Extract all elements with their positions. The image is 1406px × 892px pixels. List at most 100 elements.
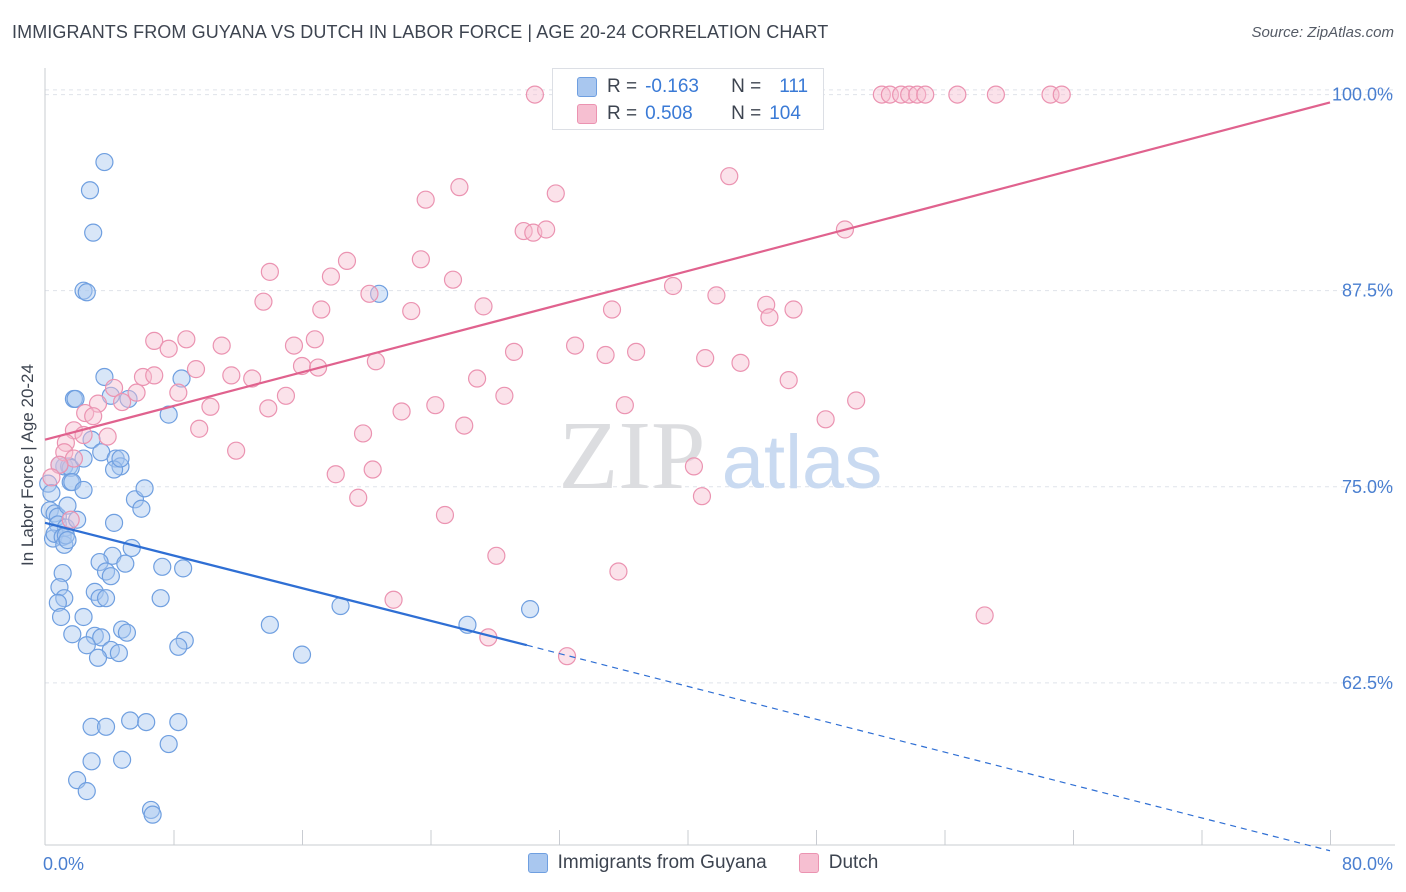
legend-row-guyana: R = -0.163 N = 111 bbox=[553, 74, 808, 100]
legend-row-dutch: R = 0.508 N = 104 bbox=[553, 101, 801, 127]
dutch-point bbox=[384, 590, 403, 609]
guyana-point bbox=[109, 643, 128, 663]
guyana-point bbox=[58, 531, 77, 550]
guyana-point bbox=[96, 717, 116, 736]
dutch-point bbox=[84, 407, 103, 426]
legend-r-label: R = bbox=[607, 76, 638, 97]
guyana-point bbox=[77, 636, 96, 655]
dutch-point bbox=[104, 378, 124, 398]
series-legend: Immigrants from Guyana Dutch bbox=[0, 852, 1406, 874]
dutch-point bbox=[186, 360, 206, 379]
watermark: ZIP atlas bbox=[559, 402, 883, 510]
dutch-point bbox=[259, 399, 278, 418]
axes bbox=[44, 68, 1395, 846]
dutch-point bbox=[546, 184, 565, 203]
guyana-point bbox=[116, 554, 135, 573]
legend-r-value-guyana: -0.163 bbox=[645, 76, 699, 97]
guyana-point bbox=[50, 578, 69, 597]
guyana-point bbox=[96, 589, 116, 608]
guyana-point bbox=[121, 711, 140, 730]
dutch-point bbox=[495, 386, 514, 405]
trend-lines bbox=[44, 101, 1331, 852]
guyana-point bbox=[51, 607, 71, 627]
dutch-point bbox=[692, 487, 712, 506]
guyana-point bbox=[42, 483, 61, 503]
guyana-point bbox=[112, 750, 132, 769]
guyana-point bbox=[82, 752, 101, 771]
y-tick-label: 62.5% bbox=[1342, 673, 1393, 693]
guyana-point bbox=[169, 637, 188, 656]
dutch-point bbox=[212, 336, 231, 355]
dutch-point bbox=[243, 369, 262, 388]
dutch-point bbox=[276, 386, 296, 405]
dutch-point bbox=[847, 391, 866, 410]
dutch-point bbox=[557, 647, 577, 666]
guyana-point bbox=[90, 552, 109, 572]
dutch-point bbox=[201, 397, 220, 416]
dutch-point bbox=[975, 606, 994, 625]
dutch-point bbox=[760, 308, 779, 327]
dutch-point bbox=[525, 85, 545, 104]
legend-swatch-guyana bbox=[577, 77, 597, 97]
dutch-point bbox=[159, 339, 178, 358]
guyana-point bbox=[77, 782, 96, 801]
dutch-point bbox=[353, 424, 373, 443]
guyana-point bbox=[111, 449, 130, 468]
dutch-point bbox=[779, 371, 798, 390]
source-credit: Source: ZipAtlas.com bbox=[1251, 24, 1394, 41]
dutch-point bbox=[169, 383, 188, 402]
dutch-point bbox=[222, 366, 241, 385]
dutch-point bbox=[474, 297, 493, 316]
dutch-point bbox=[349, 488, 368, 507]
guyana-trend-line bbox=[44, 521, 528, 647]
legend-swatch-dutch bbox=[577, 104, 597, 124]
guyana-point bbox=[77, 283, 96, 302]
guyana-point bbox=[74, 449, 93, 468]
guyana-point bbox=[174, 559, 193, 578]
y-tick-label: 100.0% bbox=[1332, 85, 1393, 105]
dutch-point bbox=[360, 284, 379, 303]
dutch-point bbox=[435, 505, 455, 525]
x-tick-label: 0.0% bbox=[43, 854, 84, 874]
dutch-point bbox=[190, 419, 209, 438]
legend-item-dutch[interactable]: Dutch bbox=[798, 852, 878, 874]
guyana-point bbox=[66, 389, 85, 409]
dutch-point bbox=[450, 178, 469, 197]
dutch-point bbox=[504, 342, 524, 361]
watermark-atlas: atlas bbox=[722, 420, 883, 505]
legend-n-label: N = bbox=[731, 103, 762, 124]
legend-item-guyana[interactable]: Immigrants from Guyana bbox=[527, 852, 767, 874]
dutch-point bbox=[321, 267, 341, 286]
guyana-point bbox=[169, 712, 188, 732]
guyana-point bbox=[80, 181, 100, 200]
dutch-point bbox=[337, 251, 357, 270]
legend-swatch-dutch bbox=[798, 853, 819, 873]
dutch-point bbox=[816, 410, 835, 429]
dutch-point bbox=[537, 220, 556, 239]
dutch-point bbox=[684, 457, 704, 476]
dutch-point bbox=[61, 510, 80, 529]
dutch-point bbox=[615, 396, 634, 415]
guyana-point bbox=[68, 510, 87, 529]
guyana-trend-extension bbox=[526, 644, 1331, 852]
guyana-point bbox=[132, 499, 151, 518]
legend-n-value-guyana: 111 bbox=[779, 76, 809, 97]
data-points bbox=[39, 85, 1071, 824]
dutch-point bbox=[254, 292, 273, 311]
x-tick-label: 80.0% bbox=[1342, 854, 1393, 874]
dutch-point bbox=[411, 250, 430, 269]
legend-label-guyana: Immigrants from Guyana bbox=[557, 852, 767, 873]
guyana-point bbox=[88, 648, 108, 667]
guyana-point bbox=[48, 593, 67, 612]
guyana-point bbox=[143, 805, 162, 824]
dutch-point bbox=[565, 336, 585, 355]
dutch-trend-line bbox=[44, 101, 1331, 441]
dutch-point bbox=[112, 392, 132, 412]
guyana-point bbox=[112, 620, 132, 639]
tick-labels: 62.5% 75.0% 87.5% 100.0% 0.0% 80.0% bbox=[43, 85, 1393, 874]
dutch-point bbox=[227, 441, 246, 460]
guyana-point bbox=[104, 513, 124, 532]
guyana-point bbox=[135, 479, 154, 498]
guyana-point bbox=[101, 567, 120, 586]
